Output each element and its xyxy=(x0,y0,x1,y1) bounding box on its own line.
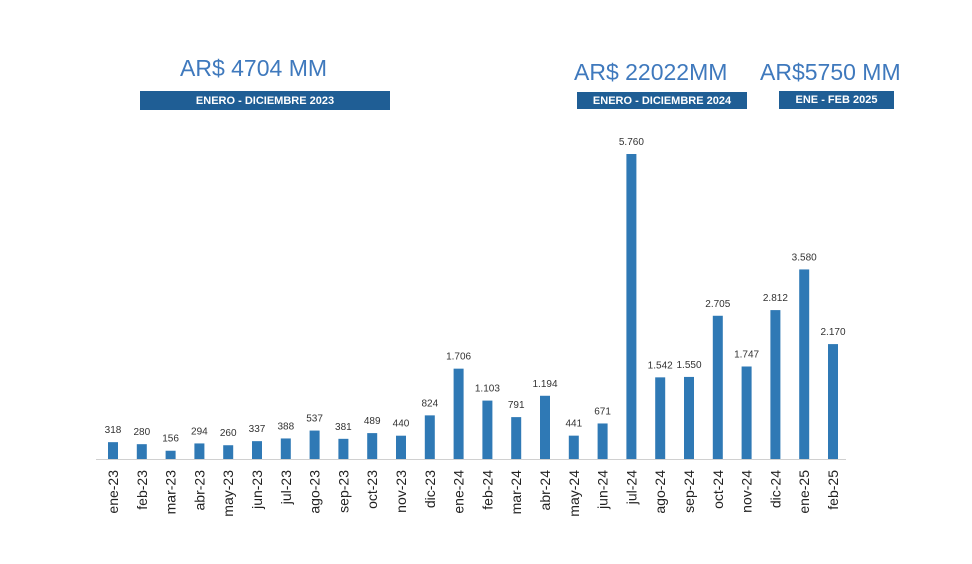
data-label-feb-25: 2.170 xyxy=(820,327,845,338)
x-tick-mar-24: mar-24 xyxy=(508,470,524,515)
bar-ago-23 xyxy=(309,430,320,459)
data-label-abr-23: 294 xyxy=(191,426,208,437)
x-tick-may-23: may-23 xyxy=(220,470,236,517)
data-label-mar-24: 791 xyxy=(508,400,525,411)
data-label-may-24: 441 xyxy=(565,419,582,430)
x-tick-mar-23: mar-23 xyxy=(163,470,179,515)
bar-feb-25 xyxy=(828,344,838,459)
bar-oct-23 xyxy=(367,433,378,459)
data-label-mar-23: 156 xyxy=(162,434,179,445)
bar-may-23 xyxy=(223,445,234,459)
x-tick-ago-24: ago-24 xyxy=(652,470,668,514)
bar-sep-23 xyxy=(338,438,349,459)
bar-ene-25 xyxy=(799,269,810,459)
bar-oct-24 xyxy=(712,315,723,459)
bar-jul-23 xyxy=(280,438,291,459)
data-label-sep-24: 1.550 xyxy=(676,360,701,371)
bar-nov-23 xyxy=(396,435,406,459)
summary-2024-amount: AR$ 22022MM xyxy=(574,59,728,85)
data-label-ene-25: 3.580 xyxy=(792,252,817,263)
x-tick-jun-24: jun-24 xyxy=(595,470,611,510)
data-label-feb-23: 280 xyxy=(133,427,150,438)
data-label-ago-23: 537 xyxy=(306,414,323,425)
summary-2025-amount: AR$5750 MM xyxy=(760,59,901,85)
x-tick-dic-24: dic-24 xyxy=(767,470,783,508)
data-label-nov-24: 1.747 xyxy=(734,349,759,360)
data-label-dic-23: 824 xyxy=(421,398,438,409)
data-label-jun-24: 671 xyxy=(594,406,611,417)
x-tick-feb-25: feb-25 xyxy=(825,470,841,510)
data-label-abr-24: 1.194 xyxy=(532,379,557,390)
bar-ene-23 xyxy=(108,442,118,459)
x-tick-ene-23: ene-23 xyxy=(105,470,121,514)
bar-sep-24 xyxy=(684,376,694,459)
data-label-ene-23: 318 xyxy=(105,425,122,436)
bar-feb-24 xyxy=(482,400,493,459)
data-label-ago-24: 1.542 xyxy=(648,360,673,371)
bar-nov-24 xyxy=(741,366,752,459)
data-label-jul-23: 388 xyxy=(277,421,294,432)
data-label-may-23: 260 xyxy=(220,428,237,439)
x-tick-oct-23: oct-23 xyxy=(364,470,380,509)
bar-abr-23 xyxy=(194,443,205,459)
x-tick-abr-24: abr-24 xyxy=(537,470,553,511)
summary-2023-period: ENERO - DICIEMBRE 2023 xyxy=(140,91,390,110)
bar-mar-23 xyxy=(165,450,176,459)
bar-may-24 xyxy=(568,435,579,459)
data-label-jun-23: 337 xyxy=(249,424,266,435)
x-tick-jun-23: jun-23 xyxy=(249,470,265,510)
bar-ago-24 xyxy=(655,377,666,459)
summary-2023-amount: AR$ 4704 MM xyxy=(180,55,328,81)
bar-jun-24 xyxy=(597,423,608,459)
x-tick-nov-24: nov-24 xyxy=(739,470,755,513)
data-label-jul-24: 5.760 xyxy=(619,137,644,148)
data-label-ene-24: 1.706 xyxy=(446,352,471,363)
bar-ene-24 xyxy=(453,368,464,459)
data-label-sep-23: 381 xyxy=(335,422,352,433)
x-tick-nov-23: nov-23 xyxy=(393,470,409,513)
x-tick-sep-24: sep-24 xyxy=(681,470,697,513)
x-tick-jul-23: jul-23 xyxy=(278,470,294,505)
summary-2025-period: ENE - FEB 2025 xyxy=(779,91,894,109)
bar-mar-24 xyxy=(511,417,522,459)
bar-abr-24 xyxy=(540,395,550,459)
x-tick-ago-23: ago-23 xyxy=(307,470,323,514)
x-tick-feb-23: feb-23 xyxy=(134,470,150,510)
data-label-feb-24: 1.103 xyxy=(475,384,500,395)
x-tick-oct-24: oct-24 xyxy=(710,470,726,509)
x-tick-jul-24: jul-24 xyxy=(623,470,639,505)
data-label-dic-24: 2.812 xyxy=(763,293,788,304)
x-tick-may-24: may-24 xyxy=(566,470,582,517)
bar-dic-23 xyxy=(424,415,435,459)
data-label-oct-24: 2.705 xyxy=(705,299,730,310)
bar-jun-23 xyxy=(252,441,262,459)
x-tick-abr-23: abr-23 xyxy=(191,470,207,511)
data-label-oct-23: 489 xyxy=(364,416,381,427)
x-tick-ene-25: ene-25 xyxy=(796,470,812,514)
summary-2024-period: ENERO - DICIEMBRE 2024 xyxy=(577,92,747,109)
bar-dic-24 xyxy=(770,310,781,459)
bar-feb-23 xyxy=(136,444,147,459)
x-tick-dic-23: dic-23 xyxy=(422,470,438,508)
data-label-nov-23: 440 xyxy=(393,419,410,430)
x-tick-sep-23: sep-23 xyxy=(335,470,351,513)
x-tick-ene-24: ene-24 xyxy=(451,470,467,514)
bar-jul-24 xyxy=(626,154,637,459)
x-tick-feb-24: feb-24 xyxy=(479,470,495,510)
